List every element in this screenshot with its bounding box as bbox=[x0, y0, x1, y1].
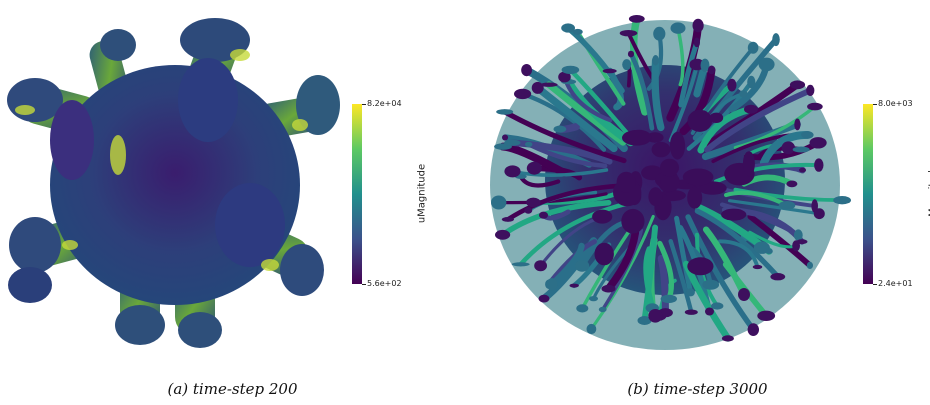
render-image-a bbox=[7, 18, 340, 348]
colorbar-max-label-b: 8.0e+03 bbox=[873, 99, 913, 108]
colorbar-b bbox=[863, 104, 873, 284]
render-image-b bbox=[490, 15, 851, 350]
panel-time-step-200: 8.2e+04 5.6e+02 uMagnitude (a) time-step… bbox=[7, 18, 428, 398]
colorbar-a bbox=[352, 104, 362, 284]
colorbar-min-label-b: 2.4e+01 bbox=[873, 279, 913, 288]
colorbar-max-label-a: 8.2e+04 bbox=[362, 99, 402, 108]
caption-a: (a) time-step 200 bbox=[167, 380, 298, 398]
colorbar-min-label-a: 5.6e+02 bbox=[362, 279, 402, 288]
panel-time-step-3000: 8.0e+03 2.4e+01 uMagnitude (b) time-step… bbox=[465, 0, 930, 405]
caption-b: (b) time-step 3000 bbox=[627, 380, 768, 398]
colorbar-title-a: uMagnitude bbox=[416, 163, 428, 224]
